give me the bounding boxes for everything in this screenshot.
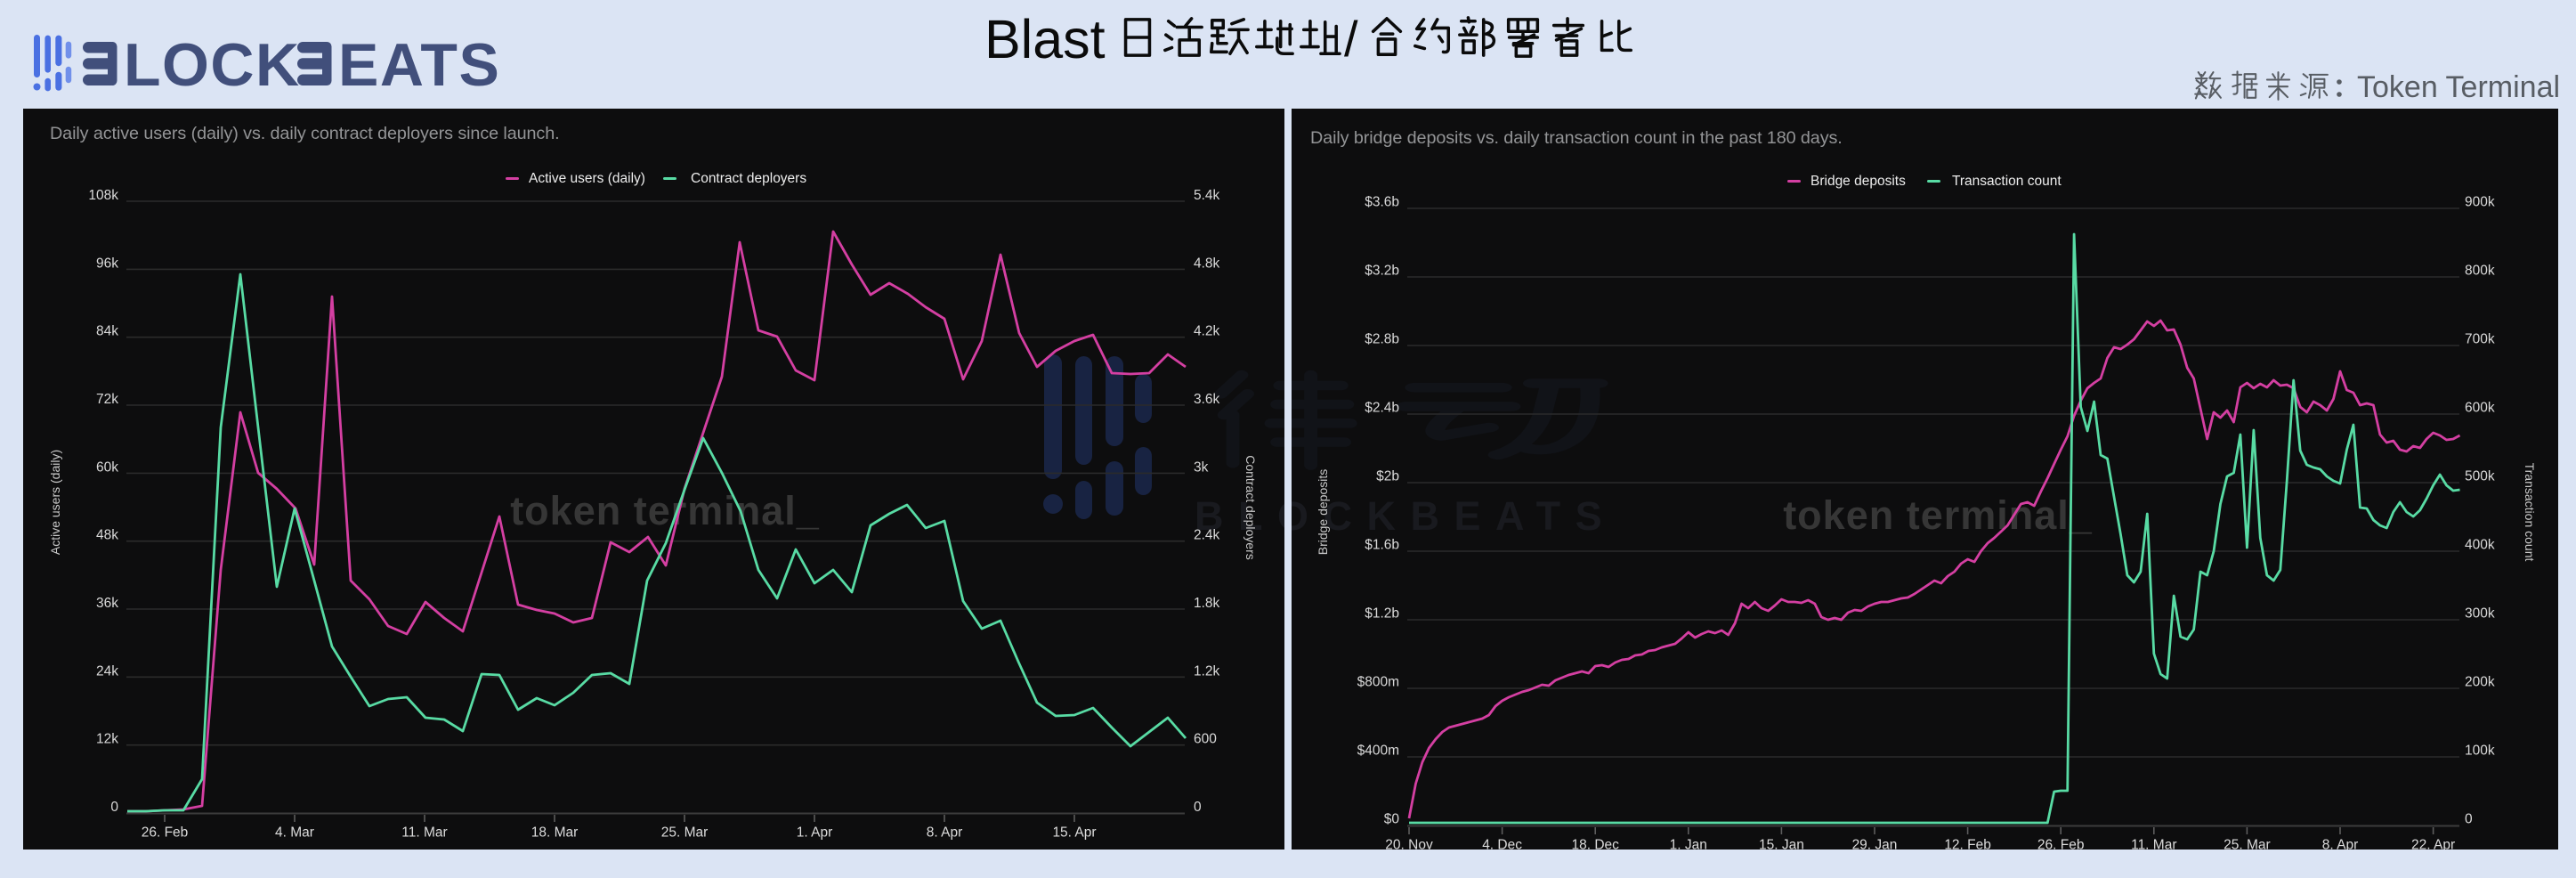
svg-text:60k: 60k [96, 459, 118, 475]
svg-text:2.4k: 2.4k [1194, 528, 1220, 543]
svg-text:$1.2b: $1.2b [1365, 606, 1399, 622]
svg-text:18. Mar: 18. Mar [531, 825, 579, 841]
svg-text:1. Apr: 1. Apr [797, 825, 833, 841]
svg-text:4.8k: 4.8k [1194, 256, 1220, 271]
svg-text:8. Apr: 8. Apr [2322, 838, 2359, 850]
svg-text:Transaction count: Transaction count [2523, 463, 2537, 562]
svg-text:100k: 100k [2465, 744, 2495, 759]
svg-text:25. Mar: 25. Mar [661, 825, 709, 841]
svg-text:200k: 200k [2465, 675, 2495, 690]
svg-text:400k: 400k [2465, 538, 2495, 553]
svg-text:$2.8b: $2.8b [1365, 332, 1399, 347]
svg-text:4. Mar: 4. Mar [275, 825, 314, 841]
svg-text:4.2k: 4.2k [1194, 324, 1220, 339]
svg-text:26. Feb: 26. Feb [2037, 838, 2085, 850]
svg-text:36k: 36k [96, 596, 118, 611]
svg-text:token terminal_: token terminal_ [510, 488, 820, 533]
svg-text:15. Apr: 15. Apr [1052, 825, 1096, 841]
svg-text:$400m: $400m [1357, 744, 1399, 759]
svg-text:1. Jan: 1. Jan [1670, 838, 1707, 850]
svg-text:0: 0 [2465, 812, 2473, 827]
svg-text:Token Terminal: Token Terminal [2357, 70, 2560, 104]
svg-text:96k: 96k [96, 256, 118, 271]
svg-text:11. Mar: 11. Mar [2131, 838, 2176, 850]
svg-text:$3.6b: $3.6b [1365, 195, 1399, 210]
svg-text:900k: 900k [2465, 195, 2495, 210]
svg-text:Bridge deposits: Bridge deposits [1316, 469, 1330, 556]
svg-text:29. Jan: 29. Jan [1852, 838, 1898, 850]
svg-text:22. Apr: 22. Apr [2411, 838, 2455, 850]
svg-text:25. Mar: 25. Mar [2224, 838, 2271, 850]
svg-text:15. Jan: 15. Jan [1759, 838, 1804, 850]
svg-text:11. Mar: 11. Mar [401, 825, 447, 841]
svg-text:700k: 700k [2465, 332, 2495, 347]
svg-text:BLOCKBEATS: BLOCKBEATS [1292, 493, 1616, 539]
svg-text:token terminal_: token terminal_ [1783, 492, 2093, 538]
svg-text:$1.6b: $1.6b [1365, 538, 1399, 553]
svg-text:20. Nov: 20. Nov [1385, 838, 1433, 850]
svg-text:1.8k: 1.8k [1194, 596, 1220, 611]
svg-text:EATS: EATS [338, 31, 500, 99]
svg-text:1.2k: 1.2k [1194, 663, 1220, 679]
svg-text:3k: 3k [1194, 459, 1209, 475]
svg-text:600k: 600k [2465, 401, 2495, 416]
svg-text:Blast: Blast [984, 12, 1106, 69]
svg-text:/: / [1344, 12, 1358, 67]
svg-text:3.6k: 3.6k [1194, 392, 1220, 407]
svg-text:BLOCKBEATS: BLOCKBEATS [1195, 493, 1284, 539]
svg-text:26. Feb: 26. Feb [142, 825, 189, 841]
svg-text:$2.4b: $2.4b [1365, 401, 1399, 416]
svg-text:5.4k: 5.4k [1194, 188, 1220, 203]
svg-text:LOCK: LOCK [124, 31, 301, 99]
svg-text:500k: 500k [2465, 469, 2495, 484]
svg-text:600: 600 [1194, 732, 1217, 747]
svg-text:72k: 72k [96, 392, 118, 407]
svg-text:$0: $0 [1384, 812, 1400, 827]
svg-text:12. Feb: 12. Feb [1944, 838, 1991, 850]
svg-text:Contract deployers: Contract deployers [1243, 455, 1258, 560]
svg-text:24k: 24k [96, 663, 118, 679]
svg-text:108k: 108k [88, 188, 118, 203]
svg-text:18. Dec: 18. Dec [1571, 838, 1619, 850]
svg-text:8. Apr: 8. Apr [927, 825, 963, 841]
svg-text:$800m: $800m [1357, 675, 1399, 690]
svg-text:84k: 84k [96, 324, 118, 339]
svg-text:300k: 300k [2465, 606, 2495, 622]
svg-text:4. Dec: 4. Dec [1482, 838, 1522, 850]
svg-text:0: 0 [1194, 800, 1202, 815]
svg-text:12k: 12k [96, 732, 118, 747]
svg-text:48k: 48k [96, 528, 118, 543]
svg-text:0: 0 [110, 800, 118, 815]
svg-text:800k: 800k [2465, 264, 2495, 279]
svg-text:$2b: $2b [1376, 469, 1399, 484]
svg-text:Active users (daily): Active users (daily) [48, 450, 62, 555]
svg-text:$3.2b: $3.2b [1365, 264, 1399, 279]
